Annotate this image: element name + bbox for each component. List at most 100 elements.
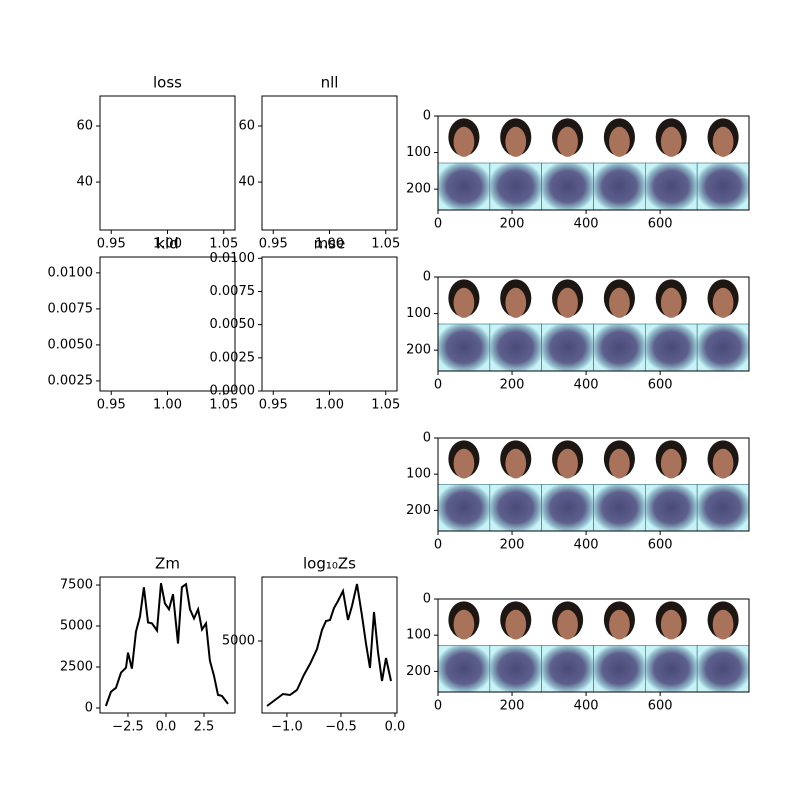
axes-bg [100, 577, 235, 713]
x-tick-label: 0.95 [259, 237, 288, 252]
x-tick-label: 0.0 [385, 720, 406, 735]
axes-bg [262, 257, 397, 391]
image-top [438, 438, 749, 485]
face [505, 126, 527, 157]
x-tick-label: 600 [648, 378, 673, 393]
y-tick-label: 0.0025 [210, 350, 256, 365]
axes-title: log₁₀Zs [303, 555, 356, 573]
face [505, 287, 527, 318]
x-tick-label: 0 [434, 699, 442, 714]
recon-tile [489, 323, 542, 372]
y-tick-label: 200 [406, 343, 431, 358]
axes-title: kld [156, 235, 178, 253]
recon-tile [541, 162, 594, 211]
recon-tile [645, 484, 698, 532]
x-tick-label: 1.00 [153, 237, 182, 252]
y-tick-label: 0.0050 [210, 317, 256, 332]
axes-bg [262, 577, 397, 713]
recon-tile [593, 323, 646, 372]
recon-tile [593, 645, 646, 693]
recon-tile [437, 323, 491, 372]
axes-frame [437, 598, 750, 693]
recon-tile [593, 484, 646, 532]
recon-tile [541, 323, 594, 372]
x-tick-label: 600 [648, 699, 673, 714]
recon-tile [593, 162, 646, 211]
image-top [438, 116, 749, 163]
x-tick-label: 0.95 [97, 237, 126, 252]
face [505, 448, 527, 479]
data-line [266, 583, 392, 707]
axes-bg [100, 96, 235, 230]
y-tick-label: 200 [406, 664, 431, 679]
x-tick-label: 400 [574, 378, 599, 393]
face [660, 287, 682, 318]
recon-tile [489, 645, 542, 693]
axes-bg [100, 257, 235, 391]
face [660, 448, 682, 479]
recon-tile [437, 484, 491, 532]
axes-frame [261, 576, 398, 714]
x-tick-label: 1.00 [315, 237, 344, 252]
face [609, 287, 630, 318]
x-tick-label: 1.00 [315, 398, 344, 413]
y-tick-label: 0.0025 [48, 373, 94, 388]
recon-tile [541, 645, 594, 693]
face [453, 126, 475, 157]
x-tick-label: 0 [434, 378, 442, 393]
image-top [438, 277, 749, 324]
face [609, 126, 630, 157]
x-tick-label: 400 [574, 217, 599, 232]
y-tick-label: 7500 [60, 578, 93, 593]
y-tick-label: 0.0100 [210, 251, 256, 266]
y-tick-label: 100 [406, 306, 431, 321]
y-tick-label: 2500 [60, 659, 93, 674]
x-tick-label: 1.05 [371, 237, 400, 252]
recon-tile [645, 323, 698, 372]
y-tick-label: 0.0075 [48, 301, 94, 316]
y-tick-label: 0 [423, 109, 431, 124]
x-tick-label: 1.05 [209, 237, 238, 252]
y-tick-label: 100 [406, 467, 431, 482]
y-tick-label: 40 [76, 175, 93, 190]
y-tick-label: 0.0075 [210, 284, 256, 299]
x-tick-label: −0.5 [325, 720, 357, 735]
x-tick-label: 200 [500, 538, 525, 553]
face [660, 126, 682, 157]
recon-tile [489, 162, 542, 211]
axes-title: mse [314, 235, 346, 253]
y-tick-label: 0.0100 [48, 265, 94, 280]
recon-tile [696, 162, 750, 211]
face [453, 609, 475, 640]
face [557, 609, 578, 640]
recon-tile [696, 323, 750, 372]
recon-tile [696, 484, 750, 532]
face [712, 287, 734, 318]
x-tick-label: 0.95 [259, 398, 288, 413]
y-tick-label: 200 [406, 182, 431, 197]
face [712, 126, 734, 157]
y-tick-label: 100 [406, 145, 431, 160]
axes-title: Zm [155, 555, 180, 573]
axes-frame [99, 576, 236, 714]
y-tick-label: 5000 [222, 633, 255, 648]
y-tick-label: 5000 [60, 619, 93, 634]
face [557, 126, 578, 157]
x-tick-label: 0 [434, 217, 442, 232]
y-tick-label: 0 [423, 592, 431, 607]
x-tick-label: 600 [648, 538, 673, 553]
face [453, 287, 475, 318]
face [557, 287, 578, 318]
y-tick-label: 0 [423, 431, 431, 446]
face [660, 609, 682, 640]
axes-frame [437, 437, 750, 532]
recon-tile [696, 645, 750, 693]
recon-tile [645, 645, 698, 693]
axes-title: loss [153, 74, 182, 92]
x-tick-label: 400 [574, 699, 599, 714]
axes-frame [437, 115, 750, 211]
recon-tile [645, 162, 698, 211]
axes-bg [262, 96, 397, 230]
x-tick-label: 2.5 [194, 720, 215, 735]
